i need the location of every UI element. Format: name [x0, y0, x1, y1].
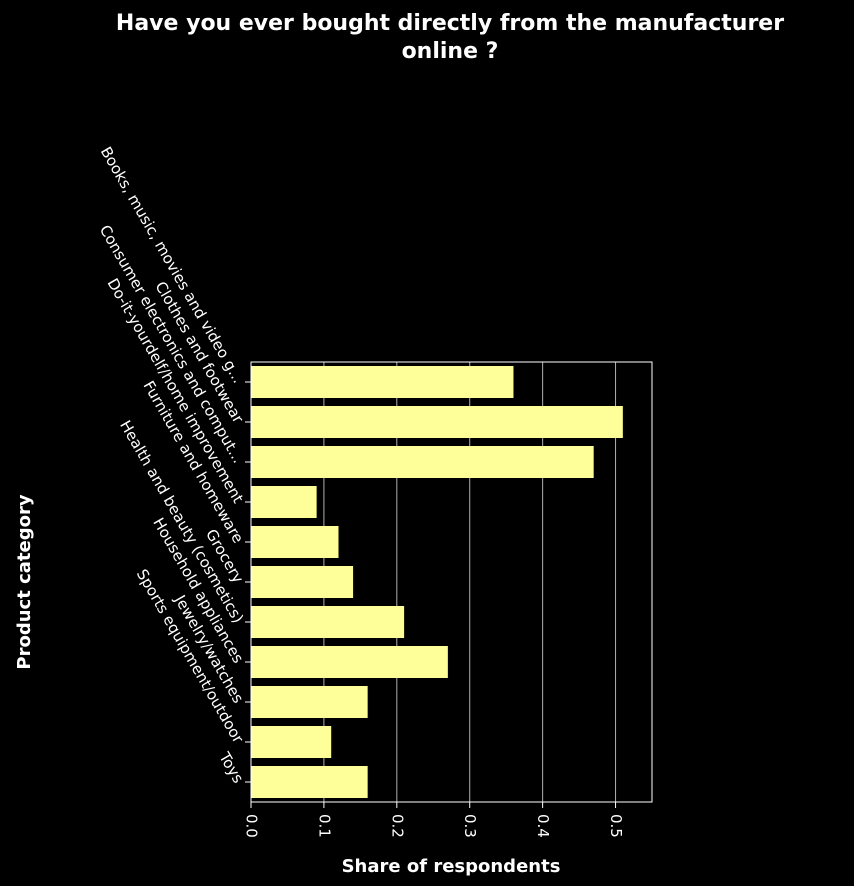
- bars: [251, 366, 623, 798]
- x-tick-label: 0.2: [388, 814, 406, 838]
- bar: [251, 526, 339, 558]
- chart-title-line-2: online ?: [402, 39, 499, 64]
- bar: [251, 446, 594, 478]
- x-axis-title: Share of respondents: [342, 856, 561, 877]
- bar: [251, 766, 368, 798]
- bar: [251, 486, 317, 518]
- y-tick-label: Toys: [215, 748, 247, 786]
- bar: [251, 726, 332, 758]
- y-axis-title: Product category: [14, 494, 35, 669]
- chart-title-line-1: Have you ever bought directly from the m…: [116, 11, 784, 36]
- x-tick-label: 0.0: [243, 814, 261, 838]
- bar: [251, 406, 623, 438]
- x-tick-label: 0.1: [315, 814, 333, 838]
- bar: [251, 366, 514, 398]
- x-tick-label: 0.3: [461, 814, 479, 838]
- x-tick-label: 0.5: [607, 814, 625, 838]
- bar: [251, 566, 354, 598]
- x-tick-label: 0.4: [534, 814, 552, 838]
- bar: [251, 686, 368, 718]
- bar: [251, 646, 448, 678]
- bar: [251, 606, 405, 638]
